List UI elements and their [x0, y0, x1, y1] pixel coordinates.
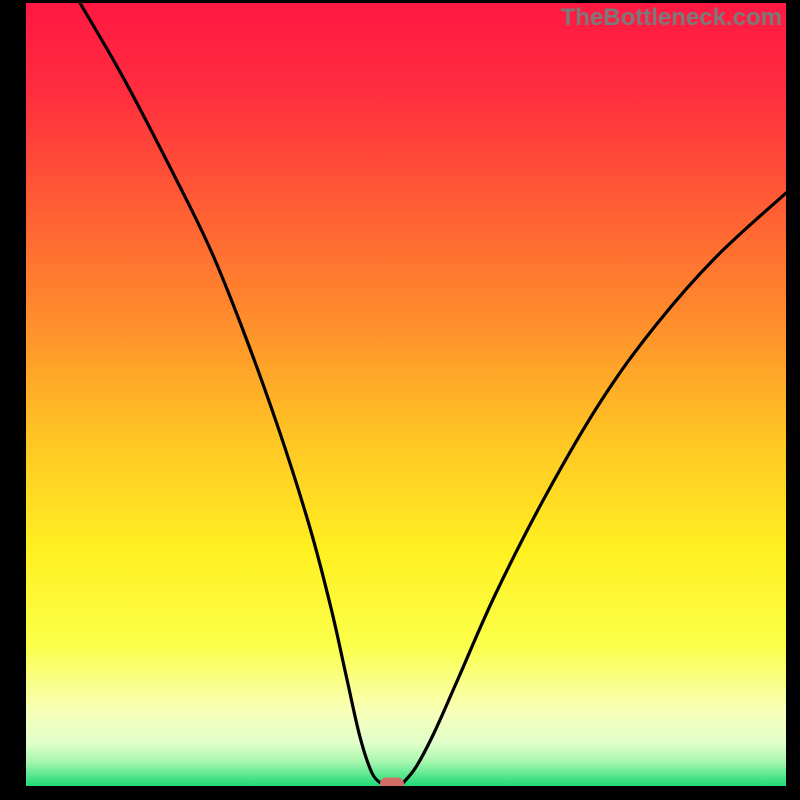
border-top — [0, 0, 800, 3]
border-left — [0, 0, 26, 800]
chart-container: TheBottleneck.com — [0, 0, 800, 800]
border-right — [786, 0, 800, 800]
watermark-text: TheBottleneck.com — [561, 4, 782, 32]
plot-svg — [26, 3, 786, 786]
plot-area — [26, 3, 786, 786]
gradient-background — [26, 3, 786, 786]
border-bottom — [0, 786, 800, 800]
